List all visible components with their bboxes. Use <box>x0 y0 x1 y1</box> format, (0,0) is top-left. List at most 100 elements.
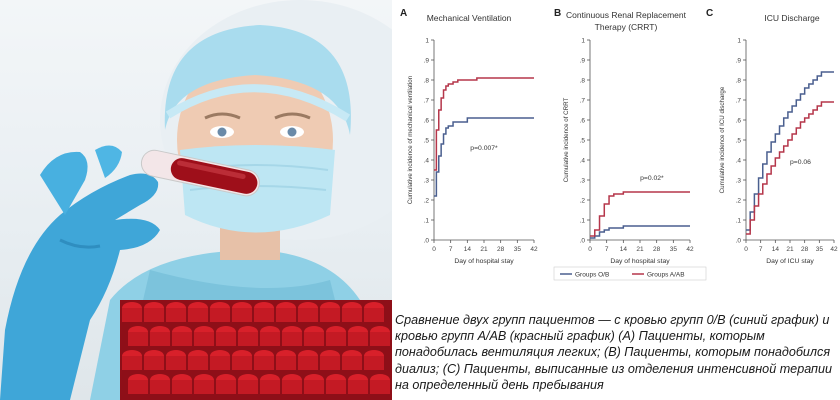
chart-title: Continuous Renal Replacement <box>566 10 687 20</box>
x-tick-label: 42 <box>830 246 838 253</box>
series-line <box>434 117 534 197</box>
tube-cap-body <box>342 356 362 370</box>
x-tick-label: 14 <box>772 246 780 253</box>
tube-cap-body <box>232 356 252 370</box>
x-axis-label: Day of hospital stay <box>610 258 670 265</box>
tube-cap-body <box>348 332 368 346</box>
tube-cap-body <box>166 308 186 322</box>
series-line <box>434 77 534 171</box>
chart-title: Mechanical Ventilation <box>427 13 512 23</box>
tube-cap-body <box>320 308 340 322</box>
tube-cap-body <box>298 356 318 370</box>
x-tick-label: 21 <box>636 246 644 253</box>
legend-label: Groups A/AB <box>647 272 685 279</box>
tube-cap-body <box>342 308 362 322</box>
y-tick-label: .1 <box>736 218 742 225</box>
x-tick-label: 14 <box>464 246 472 253</box>
p-value-annotation: p=0.007* <box>470 145 498 152</box>
x-tick-label: 7 <box>605 246 609 253</box>
tube-cap-body <box>364 308 384 322</box>
tube-cap-body <box>364 356 384 370</box>
tube-cap-body <box>210 356 230 370</box>
tube-cap-body <box>304 380 324 394</box>
tube-cap-body <box>260 332 280 346</box>
y-tick-label: 1 <box>581 38 585 45</box>
y-tick-label: .2 <box>580 198 586 205</box>
legend-label: Groups O/B <box>575 272 609 279</box>
tube-cap-body <box>144 356 164 370</box>
tube-cap-body <box>326 332 346 346</box>
y-tick-label: 1 <box>737 38 741 45</box>
x-tick-label: 21 <box>480 246 488 253</box>
charts-panel: A Mechanical Ventilation .0 .1 .2 .3 .4 .5 .6 .7.… <box>394 0 840 290</box>
tube-cap-body <box>370 380 390 394</box>
x-tick-label: 0 <box>744 246 748 253</box>
survival-charts: A Mechanical Ventilation .0 .1 .2 .3 .4 .5 .6 .7.… <box>400 8 838 281</box>
x-tick-label: 0 <box>432 246 436 253</box>
y-tick-label: .3 <box>736 178 742 185</box>
tube-cap-body <box>298 308 318 322</box>
hair-cap <box>164 25 351 135</box>
series-line <box>590 191 690 237</box>
tube-cap-body <box>238 380 258 394</box>
tube-cap-body <box>128 380 148 394</box>
tube-cap-body <box>276 356 296 370</box>
panel-letter: A <box>400 8 407 19</box>
tube-cap-body <box>304 332 324 346</box>
series-line <box>746 71 834 231</box>
y-tick-label: 1 <box>425 38 429 45</box>
x-tick-label: 42 <box>686 246 694 253</box>
tube-cap-body <box>166 356 186 370</box>
tube-cap-body <box>370 332 390 346</box>
tube-cap-body <box>194 332 214 346</box>
tube-cap-body <box>122 356 142 370</box>
chart-title: Therapy (CRRT) <box>595 22 658 32</box>
gloved-hand <box>0 173 160 400</box>
tube-cap-body <box>282 332 302 346</box>
lab-photo-illustration <box>0 0 392 400</box>
tube-cap-body <box>150 332 170 346</box>
y-tick-label: .4 <box>424 158 430 165</box>
y-axis-label: Cumulative incidence of CRRT <box>563 98 570 183</box>
y-axis-label: Cumulative incidence of mechanical venti… <box>407 75 414 204</box>
y-tick-label: .6 <box>736 118 742 125</box>
y-tick-label: .1 <box>424 218 430 225</box>
series-line <box>590 225 690 239</box>
panel-letter: C <box>706 8 713 19</box>
p-value-annotation: p=0.02* <box>640 175 664 182</box>
x-tick-label: 42 <box>530 246 538 253</box>
y-tick-label: .8 <box>736 78 742 85</box>
tube-cap-body <box>238 332 258 346</box>
x-axis-label: Day of ICU stay <box>766 258 814 265</box>
y-tick-label: .1 <box>580 218 586 225</box>
tube-cap-body <box>210 308 230 322</box>
x-tick-label: 21 <box>786 246 794 253</box>
y-tick-label: .8 <box>424 78 430 85</box>
tube-cap-body <box>172 380 192 394</box>
x-tick-label: 28 <box>801 246 809 253</box>
y-tick-label: .4 <box>580 158 586 165</box>
y-tick-label: .5 <box>424 138 430 145</box>
tube-cap-body <box>172 332 192 346</box>
x-tick-label: 7 <box>759 246 763 253</box>
tube-cap-body <box>194 380 214 394</box>
series-line <box>746 101 834 235</box>
blood-tube <box>140 149 260 197</box>
y-tick-label: .3 <box>424 178 430 185</box>
y-tick-label: .6 <box>580 118 586 125</box>
x-tick-label: 35 <box>816 246 824 253</box>
figure-caption: Сравнение двух групп пациентов — с кровь… <box>395 313 832 392</box>
y-axis-label: Cumulative incidence of ICU discharge <box>719 86 726 193</box>
y-tick-label: .3 <box>580 178 586 185</box>
y-tick-label: .5 <box>736 138 742 145</box>
legend-box <box>553 266 707 281</box>
y-tick-label: .6 <box>424 118 430 125</box>
x-tick-label: 35 <box>670 246 678 253</box>
x-tick-label: 28 <box>653 246 661 253</box>
panel-letter: B <box>554 8 561 19</box>
y-tick-label: .8 <box>580 78 586 85</box>
tube-cap-body <box>348 380 368 394</box>
tube-cap-body <box>320 356 340 370</box>
tube-cap-body <box>216 332 236 346</box>
y-tick-label: .9 <box>424 58 430 65</box>
